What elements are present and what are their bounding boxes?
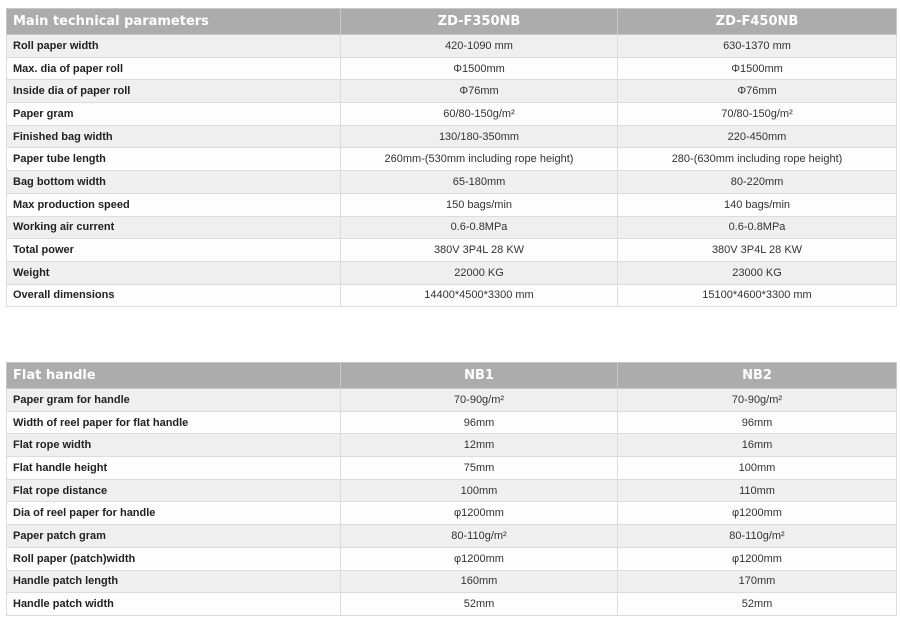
header-cell: NB1 [340, 362, 618, 389]
parameter-name: Total power [6, 238, 341, 262]
parameter-value: 280-(630mm including rope height) [617, 147, 897, 172]
table-row: Paper patch gram 80-110g/m² 80-110g/m² [6, 524, 897, 548]
parameter-name: Paper gram for handle [6, 388, 341, 412]
header-cell: Flat handle [6, 362, 341, 389]
parameter-value: 15100*4600*3300 mm [617, 283, 897, 308]
header-cell: ZD-F450NB [617, 8, 897, 35]
table-row: Flat handle height 75mm 100mm [6, 456, 897, 480]
parameter-value: 100mm [617, 456, 897, 480]
parameter-value: 70/80-150g/m² [617, 102, 897, 126]
parameter-value: 23000 KG [617, 260, 897, 285]
parameter-name: Flat handle height [6, 456, 341, 480]
parameter-name: Inside dia of paper roll [6, 79, 341, 104]
parameter-name: Paper patch gram [6, 524, 341, 548]
parameter-value: 52mm [340, 592, 618, 616]
parameter-name: Flat rope width [6, 433, 341, 458]
parameter-value: 110mm [617, 478, 897, 503]
table-row: Total power 380V 3P4L 28 KW 380V 3P4L 28 K… [6, 238, 897, 262]
header-cell: NB2 [617, 362, 897, 389]
parameter-value: Φ1500mm [617, 56, 897, 81]
parameter-value: 630-1370 mm [617, 34, 897, 58]
parameter-value: 0.6-0.8MPa [617, 215, 897, 240]
table-row: Finished bag width 130/180-350mm 220-450mm [6, 124, 897, 149]
table-row: Width of reel paper for flat handle 96mm 9… [6, 410, 897, 435]
parameter-value: 14400*4500*3300 mm [340, 283, 618, 308]
parameter-value: φ1200mm [617, 546, 897, 571]
parameter-value: 150 bags/min [340, 192, 618, 217]
parameter-name: Handle patch length [6, 569, 341, 594]
parameter-value: φ1200mm [617, 501, 897, 526]
table-row: Max. dia of paper roll Φ1500mm Φ1500mm [6, 56, 897, 81]
parameter-name: Flat rope distance [6, 478, 341, 503]
parameter-value: 96mm [340, 410, 618, 435]
parameter-value: 170mm [617, 569, 897, 594]
table-row: Inside dia of paper roll Φ76mm Φ76mm [6, 79, 897, 104]
table-row: Overall dimensions 14400*4500*3300 mm 1510… [6, 283, 897, 308]
table-row: Flat rope width 12mm 16mm [6, 433, 897, 458]
parameter-value: φ1200mm [340, 546, 618, 571]
parameter-value: 70-90g/m² [340, 388, 618, 412]
parameter-value: 75mm [340, 456, 618, 480]
parameter-value: 380V 3P4L 28 KW [617, 238, 897, 262]
parameter-value: 260mm-(530mm including rope height) [340, 147, 618, 172]
table-row: Dia of reel paper for handle φ1200mm φ1200… [6, 501, 897, 526]
parameter-name: Roll paper width [6, 34, 341, 58]
main-technical-parameters-table: Main technical parameters ZD-F350NB ZD-F… [6, 8, 897, 308]
table-row: Paper tube length 260mm-(530mm including … [6, 147, 897, 172]
table-row: Flat rope distance 100mm 110mm [6, 478, 897, 503]
table-row: Handle patch width 52mm 52mm [6, 592, 897, 616]
parameter-value: 22000 KG [340, 260, 618, 285]
parameter-value: 80-110g/m² [617, 524, 897, 548]
table-row: Max production speed 150 bags/min 140 bags… [6, 192, 897, 217]
table-row: Roll paper width 420-1090 mm 630-1370 mm [6, 34, 897, 58]
parameter-value: 420-1090 mm [340, 34, 618, 58]
parameter-name: Overall dimensions [6, 283, 341, 308]
table-row: Working air current 0.6-0.8MPa 0.6-0.8MPa [6, 215, 897, 240]
parameter-name: Width of reel paper for flat handle [6, 410, 341, 435]
parameter-value: 0.6-0.8MPa [340, 215, 618, 240]
parameter-value: 80-110g/m² [340, 524, 618, 548]
parameter-name: Max. dia of paper roll [6, 56, 341, 81]
parameter-value: Φ76mm [340, 79, 618, 104]
parameter-value: 130/180-350mm [340, 124, 618, 149]
table-row: Weight 22000 KG 23000 KG [6, 260, 897, 285]
parameter-value: 140 bags/min [617, 192, 897, 217]
parameter-name: Working air current [6, 215, 341, 240]
parameter-name: Roll paper (patch)width [6, 546, 341, 571]
parameter-value: 60/80-150g/m² [340, 102, 618, 126]
parameter-value: 160mm [340, 569, 618, 594]
parameter-value: 220-450mm [617, 124, 897, 149]
parameter-value: 100mm [340, 478, 618, 503]
parameter-name: Handle patch width [6, 592, 341, 616]
parameter-value: 380V 3P4L 28 KW [340, 238, 618, 262]
table-row: Handle patch length 160mm 170mm [6, 569, 897, 594]
table-row: Roll paper (patch)width φ1200mm φ1200mm [6, 546, 897, 571]
parameter-value: 80-220mm [617, 170, 897, 194]
parameter-name: Dia of reel paper for handle [6, 501, 341, 526]
parameter-value: 12mm [340, 433, 618, 458]
parameter-value: 65-180mm [340, 170, 618, 194]
parameter-value: Φ1500mm [340, 56, 618, 81]
parameter-value: Φ76mm [617, 79, 897, 104]
table-row: Bag bottom width 65-180mm 80-220mm [6, 170, 897, 194]
parameter-name: Bag bottom width [6, 170, 341, 194]
parameter-name: Paper tube length [6, 147, 341, 172]
parameter-value: 16mm [617, 433, 897, 458]
parameter-value: 52mm [617, 592, 897, 616]
header-cell: ZD-F350NB [340, 8, 618, 35]
table-row: Paper gram 60/80-150g/m² 70/80-150g/m² [6, 102, 897, 126]
flat-handle-table: Flat handle NB1 NB2 Paper gram for handl… [6, 362, 897, 616]
parameter-value: 96mm [617, 410, 897, 435]
parameter-name: Finished bag width [6, 124, 341, 149]
parameter-value: 70-90g/m² [617, 388, 897, 412]
table-row: Paper gram for handle 70-90g/m² 70-90g/m² [6, 388, 897, 412]
parameter-name: Paper gram [6, 102, 341, 126]
parameter-name: Max production speed [6, 192, 341, 217]
header-cell: Main technical parameters [6, 8, 341, 35]
table-header-row: Main technical parameters ZD-F350NB ZD-F… [6, 8, 897, 35]
parameter-value: φ1200mm [340, 501, 618, 526]
table-header-row: Flat handle NB1 NB2 [6, 362, 897, 389]
parameter-name: Weight [6, 260, 341, 285]
